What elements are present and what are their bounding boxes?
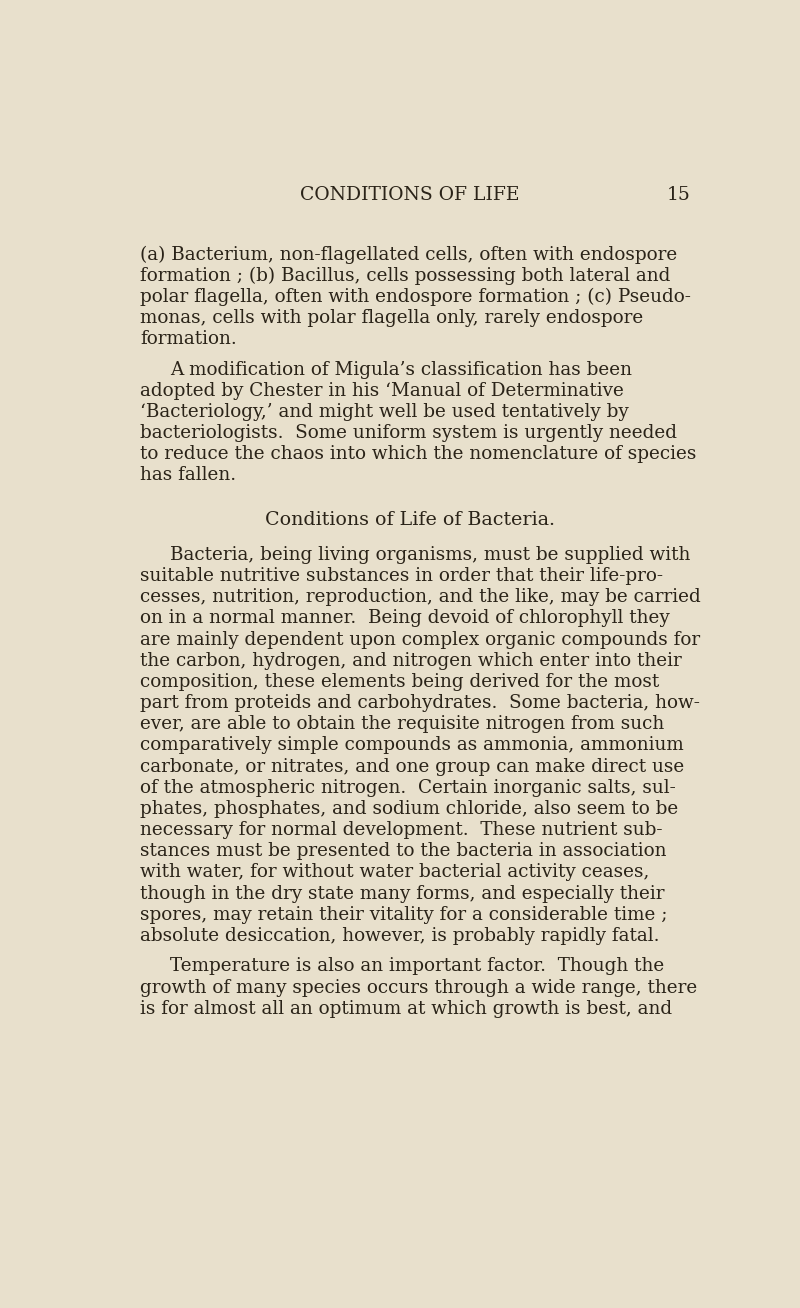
Text: Temperature is also an important factor.  Though the: Temperature is also an important factor.…: [170, 957, 664, 976]
Text: of the atmospheric nitrogen.  Certain inorganic salts, sul-: of the atmospheric nitrogen. Certain ino…: [140, 778, 676, 797]
Text: to reduce the chaos into which the nomenclature of species: to reduce the chaos into which the nomen…: [140, 445, 697, 463]
Text: the carbon, hydrogen, and nitrogen which enter into their: the carbon, hydrogen, and nitrogen which…: [140, 651, 682, 670]
Text: A modification of Migula’s classification has been: A modification of Migula’s classificatio…: [170, 361, 632, 378]
Text: polar flagella, often with endospore formation ; (c) Pseudo-: polar flagella, often with endospore for…: [140, 288, 691, 306]
Text: with water, for without water bacterial activity ceases,: with water, for without water bacterial …: [140, 863, 650, 882]
Text: comparatively simple compounds as ammonia, ammonium: comparatively simple compounds as ammoni…: [140, 736, 684, 755]
Text: necessary for normal development.  These nutrient sub-: necessary for normal development. These …: [140, 821, 662, 840]
Text: composition, these elements being derived for the most: composition, these elements being derive…: [140, 672, 659, 691]
Text: carbonate, or nitrates, and one group can make direct use: carbonate, or nitrates, and one group ca…: [140, 757, 685, 776]
Text: bacteriologists.  Some uniform system is urgently needed: bacteriologists. Some uniform system is …: [140, 424, 678, 442]
Text: formation.: formation.: [140, 330, 237, 348]
Text: suitable nutritive substances in order that their life-pro-: suitable nutritive substances in order t…: [140, 566, 663, 585]
Text: 15: 15: [666, 186, 690, 204]
Text: adopted by Chester in his ‘Manual of Determinative: adopted by Chester in his ‘Manual of Det…: [140, 382, 624, 400]
Text: ‘Bacteriology,’ and might well be used tentatively by: ‘Bacteriology,’ and might well be used t…: [140, 403, 629, 421]
Text: are mainly dependent upon complex organic compounds for: are mainly dependent upon complex organi…: [140, 630, 701, 649]
Text: formation ; (b) Bacillus, cells possessing both lateral and: formation ; (b) Bacillus, cells possessi…: [140, 267, 670, 285]
Text: is for almost all an optimum at which growth is best, and: is for almost all an optimum at which gr…: [140, 999, 673, 1018]
Text: CONDITIONS OF LIFE: CONDITIONS OF LIFE: [300, 186, 520, 204]
Text: Conditions of Life of Bacteria.: Conditions of Life of Bacteria.: [265, 511, 555, 528]
Text: monas, cells with polar flagella only, rarely endospore: monas, cells with polar flagella only, r…: [140, 309, 643, 327]
Text: stances must be presented to the bacteria in association: stances must be presented to the bacteri…: [140, 842, 666, 861]
Text: ever, are able to obtain the requisite nitrogen from such: ever, are able to obtain the requisite n…: [140, 715, 665, 734]
Text: part from proteids and carbohydrates.  Some bacteria, how-: part from proteids and carbohydrates. So…: [140, 695, 700, 712]
Text: growth of many species occurs through a wide range, there: growth of many species occurs through a …: [140, 978, 698, 997]
Text: though in the dry state many forms, and especially their: though in the dry state many forms, and …: [140, 884, 665, 903]
Text: spores, may retain their vitality for a considerable time ;: spores, may retain their vitality for a …: [140, 905, 668, 923]
Text: absolute desiccation, however, is probably rapidly fatal.: absolute desiccation, however, is probab…: [140, 927, 660, 944]
Text: Bacteria, being living organisms, must be supplied with: Bacteria, being living organisms, must b…: [170, 545, 690, 564]
Text: has fallen.: has fallen.: [140, 467, 237, 484]
Text: (a) Bacterium, non-flagellated cells, often with endospore: (a) Bacterium, non-flagellated cells, of…: [140, 246, 678, 264]
Text: on in a normal manner.  Being devoid of chlorophyll they: on in a normal manner. Being devoid of c…: [140, 610, 670, 628]
Text: cesses, nutrition, reproduction, and the like, may be carried: cesses, nutrition, reproduction, and the…: [140, 589, 701, 606]
Text: phates, phosphates, and sodium chloride, also seem to be: phates, phosphates, and sodium chloride,…: [140, 800, 678, 818]
